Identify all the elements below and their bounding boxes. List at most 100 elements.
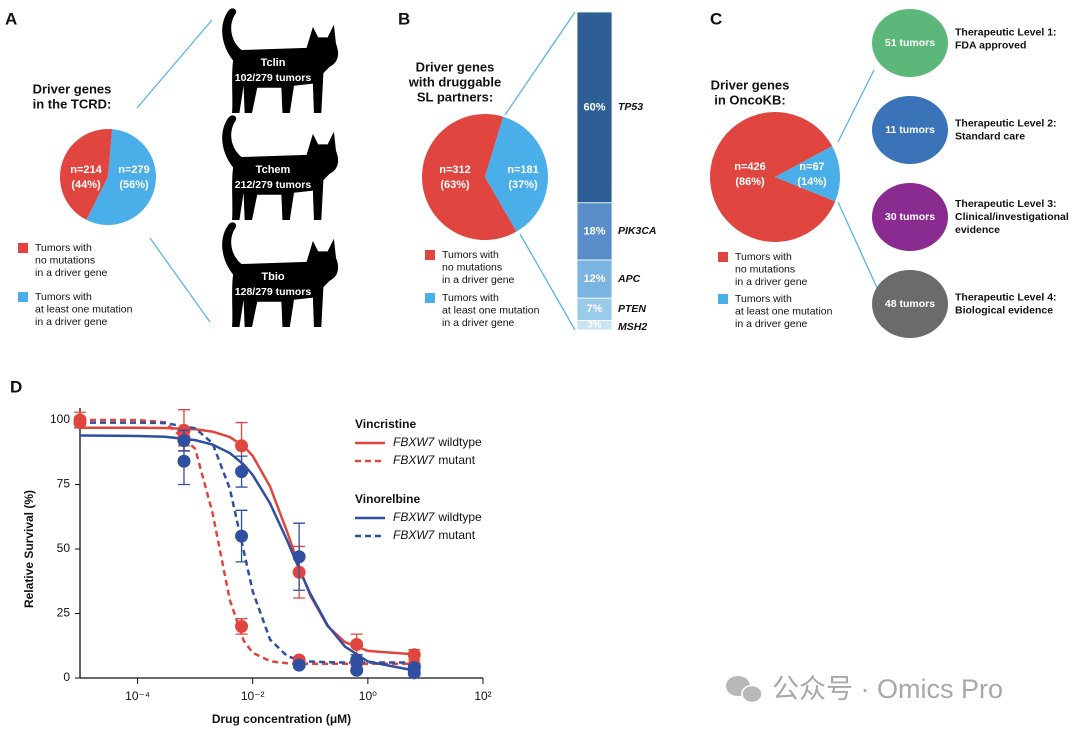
bar-segment: [576, 11, 613, 204]
value-label: (44%): [71, 179, 101, 191]
value-label: 3%: [588, 320, 602, 331]
count-label: n=181: [507, 164, 539, 176]
connector: [837, 69, 875, 143]
pie-slice: [59, 128, 113, 220]
data-point: [350, 653, 364, 667]
chart-title: in OncoKB:: [714, 92, 786, 107]
chart-title: with druggable: [408, 74, 501, 89]
panel-label: A: [5, 9, 17, 28]
chart-title: Driver genes: [711, 77, 790, 92]
curve: [80, 421, 417, 664]
value-label: 12%: [583, 273, 605, 285]
legend-gene: FBXW7: [393, 435, 436, 449]
data-point: [73, 416, 87, 430]
y-tick-label: 25: [57, 606, 71, 620]
legend-gene: FBXW7: [393, 528, 436, 542]
connector: [837, 201, 879, 291]
legend-swatch: [18, 292, 28, 302]
legend-label: FBXW7 wildtype: [393, 435, 482, 449]
count-label: n=312: [439, 164, 471, 176]
legend-label: no mutations: [442, 261, 502, 273]
data-point: [350, 637, 364, 651]
legend-swatch: [425, 293, 435, 303]
legend-label: no mutations: [735, 263, 795, 275]
pie-slice: [775, 146, 840, 202]
legend-gene: FBXW7: [393, 453, 436, 467]
data-point: [292, 658, 306, 672]
level-count: 11 tumors: [885, 124, 935, 136]
gene-label: MSH2: [618, 321, 647, 333]
subset-name: Tchem: [256, 164, 291, 176]
value-label: 7%: [587, 303, 603, 315]
subset-name: Tclin: [261, 57, 286, 69]
legend-name: mutant: [438, 453, 475, 467]
connector: [136, 19, 213, 109]
y-tick-label: 100: [50, 412, 70, 426]
pie-slice: [422, 113, 517, 240]
connector: [504, 11, 576, 116]
level-circle: [872, 96, 948, 164]
count-label: n=214: [70, 164, 102, 176]
legend-label: FBXW7 mutant: [393, 453, 476, 467]
legend-label: FBXW7 mutant: [393, 528, 476, 542]
legend-name: wildtype: [437, 435, 482, 449]
data-point: [235, 465, 249, 479]
gene-label: TP53: [618, 101, 643, 113]
data-point: [350, 663, 364, 677]
bar-segment: [576, 202, 613, 261]
data-point: [177, 454, 191, 468]
bar-segment: [576, 320, 613, 331]
subset-count: 212/279 tumors: [235, 179, 312, 191]
y-tick-label: 0: [63, 670, 70, 684]
level-circle: [872, 9, 948, 77]
data-point: [407, 666, 421, 680]
data-point: [177, 434, 191, 448]
legend-label: in a driver gene: [35, 267, 108, 279]
x-tick-label: 10²: [474, 689, 491, 703]
panel-label: D: [10, 377, 22, 396]
value-label: (86%): [735, 176, 765, 188]
panel-label: B: [398, 9, 410, 28]
connector: [149, 237, 211, 323]
legend-label: no mutations: [35, 254, 95, 266]
legend-title: Vinorelbine: [355, 492, 420, 506]
legend-label: Tumors with: [735, 251, 792, 263]
level-circle: [872, 270, 948, 338]
data-point: [235, 439, 249, 453]
level-title: Therapeutic Level 3:: [955, 198, 1057, 210]
legend-label: at least one mutation: [442, 304, 540, 316]
level-description: FDA approved: [955, 39, 1026, 51]
subset-count: 102/279 tumors: [235, 72, 312, 84]
level-title: Therapeutic Level 2:: [955, 117, 1057, 129]
watermark: 公众号 · Omics Pro: [772, 674, 1003, 704]
level-description: Clinical/investigational: [955, 211, 1069, 223]
level-description: evidence: [955, 224, 1000, 236]
chart-title: in the TCRD:: [33, 96, 112, 111]
chart-title: SL partners:: [417, 89, 493, 104]
count-label: n=279: [118, 164, 150, 176]
level-title: Therapeutic Level 4:: [955, 291, 1057, 303]
count-label: n=426: [734, 161, 766, 173]
legend-label: Tumors with: [35, 291, 92, 303]
y-axis-label: Relative Survival (%): [22, 490, 36, 608]
legend-swatch: [718, 294, 728, 304]
legend-label: in a driver gene: [35, 316, 108, 328]
subset-count: 128/279 tumors: [235, 286, 312, 298]
chart-title: Driver genes: [33, 81, 112, 96]
x-tick-label: 10⁰: [359, 689, 377, 703]
value-label: (63%): [440, 179, 470, 191]
data-point: [292, 550, 306, 564]
gene-label: APC: [617, 273, 641, 285]
pie-slice: [86, 129, 156, 225]
legend-label: in a driver gene: [442, 317, 515, 329]
value-label: (14%): [797, 176, 827, 188]
wechat-icon: [726, 676, 763, 704]
value-label: 60%: [583, 101, 605, 113]
legend-label: Tumors with: [35, 242, 92, 254]
data-point: [235, 619, 249, 633]
data-point: [235, 529, 249, 543]
level-count: 48 tumors: [885, 298, 935, 310]
legend-label: Tumors with: [442, 292, 499, 304]
legend-swatch: [18, 243, 28, 253]
legend-title: Vincristine: [355, 417, 416, 431]
